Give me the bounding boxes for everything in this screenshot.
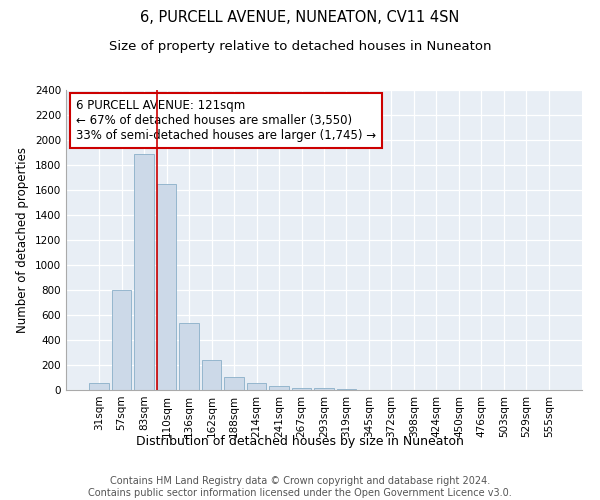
Bar (134, 154, 154, 390)
Bar (292, 388, 311, 390)
Text: 6, PURCELL AVENUE, NUNEATON, CV11 4SN: 6, PURCELL AVENUE, NUNEATON, CV11 4SN (140, 10, 460, 25)
Text: Size of property relative to detached houses in Nuneaton: Size of property relative to detached ho… (109, 40, 491, 53)
Y-axis label: Number of detached properties: Number of detached properties (16, 147, 29, 333)
Text: Distribution of detached houses by size in Nuneaton: Distribution of detached houses by size … (136, 435, 464, 448)
Bar (112, 290, 131, 390)
Bar (202, 360, 221, 390)
Bar (157, 184, 176, 390)
Bar (89, 383, 109, 390)
Bar (224, 377, 244, 390)
Bar (247, 383, 266, 390)
Bar (179, 323, 199, 390)
Bar (314, 388, 334, 390)
Text: 6 PURCELL AVENUE: 121sqm
← 67% of detached houses are smaller (3,550)
33% of sem: 6 PURCELL AVENUE: 121sqm ← 67% of detach… (76, 99, 376, 142)
Text: Contains HM Land Registry data © Crown copyright and database right 2024.
Contai: Contains HM Land Registry data © Crown c… (88, 476, 512, 498)
Bar (269, 386, 289, 390)
